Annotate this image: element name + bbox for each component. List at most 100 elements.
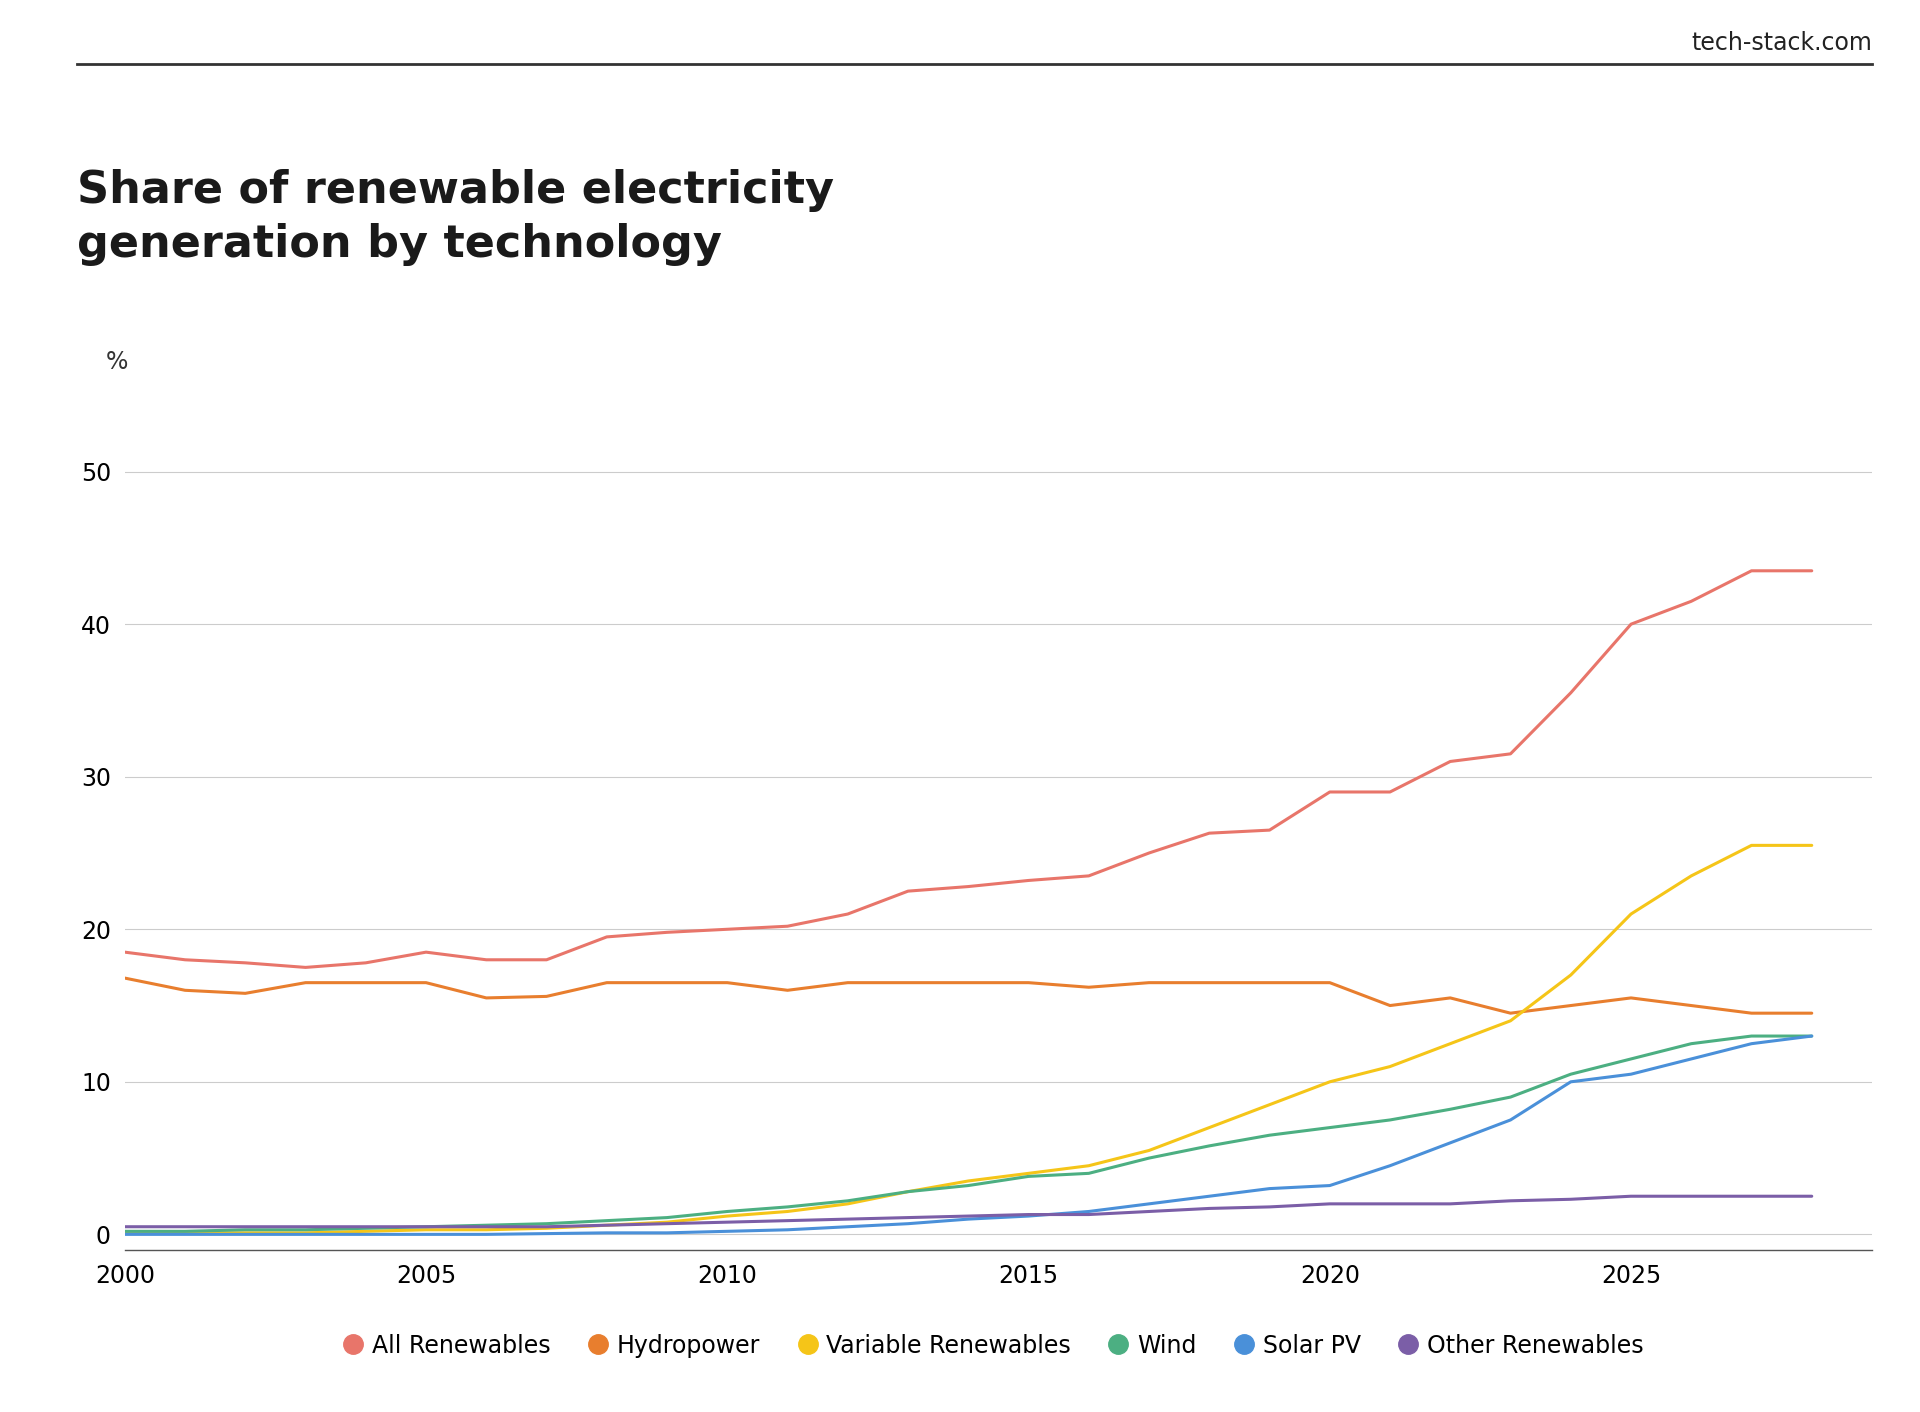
Variable Renewables [1619, 905, 1642, 922]
Other Renewables [474, 1219, 497, 1236]
Solar PV [1500, 1111, 1523, 1128]
Wind [234, 1221, 257, 1238]
Other Renewables [355, 1219, 378, 1236]
All Renewables [897, 882, 920, 899]
All Renewables [1801, 562, 1824, 579]
Solar PV [1018, 1207, 1041, 1224]
All Renewables [956, 878, 979, 895]
Wind [1137, 1149, 1160, 1166]
Other Renewables [1619, 1187, 1642, 1204]
Hydropower [173, 981, 196, 998]
Other Renewables [776, 1211, 799, 1228]
Text: tech-stack.com: tech-stack.com [1692, 31, 1872, 55]
Variable Renewables [1559, 967, 1582, 984]
Variable Renewables [1801, 837, 1824, 854]
Solar PV [113, 1226, 136, 1243]
Solar PV [1740, 1035, 1763, 1052]
All Renewables [474, 952, 497, 969]
Wind [1680, 1035, 1703, 1052]
Variable Renewables [1500, 1012, 1523, 1029]
Other Renewables [1801, 1187, 1824, 1204]
Solar PV [1619, 1066, 1642, 1083]
All Renewables [1258, 822, 1281, 839]
Hydropower [1500, 1005, 1523, 1022]
Other Renewables [1018, 1206, 1041, 1223]
Other Renewables [837, 1210, 860, 1227]
Hydropower [956, 974, 979, 991]
Variable Renewables [536, 1220, 559, 1237]
Wind [1801, 1028, 1824, 1045]
Other Renewables [595, 1217, 618, 1234]
Solar PV [294, 1226, 317, 1243]
Wind [1018, 1168, 1041, 1185]
Solar PV [716, 1223, 739, 1240]
Other Renewables [113, 1219, 136, 1236]
Wind [897, 1183, 920, 1200]
All Renewables [1438, 753, 1461, 770]
All Renewables [415, 943, 438, 960]
Variable Renewables [595, 1217, 618, 1234]
All Renewables [776, 918, 799, 935]
Other Renewables [1319, 1196, 1342, 1213]
All Renewables [234, 955, 257, 971]
Solar PV [595, 1224, 618, 1241]
All Renewables [837, 905, 860, 922]
Other Renewables [1438, 1196, 1461, 1213]
Solar PV [897, 1216, 920, 1233]
Variable Renewables [1077, 1158, 1100, 1175]
All Renewables [355, 955, 378, 971]
Other Renewables [415, 1219, 438, 1236]
Wind [956, 1178, 979, 1195]
Solar PV [173, 1226, 196, 1243]
All Renewables [1319, 784, 1342, 801]
Solar PV [536, 1226, 559, 1243]
All Renewables [173, 952, 196, 969]
Wind [294, 1221, 317, 1238]
Solar PV [655, 1224, 678, 1241]
Solar PV [1559, 1073, 1582, 1090]
Variable Renewables [113, 1224, 136, 1241]
All Renewables [1500, 746, 1523, 762]
Wind [474, 1217, 497, 1234]
Hydropower [536, 988, 559, 1005]
Hydropower [474, 990, 497, 1007]
Hydropower [716, 974, 739, 991]
Solar PV [1680, 1051, 1703, 1067]
All Renewables [1680, 593, 1703, 610]
Other Renewables [1500, 1192, 1523, 1209]
Variable Renewables [234, 1224, 257, 1241]
Solar PV [1379, 1158, 1402, 1175]
Wind [355, 1220, 378, 1237]
Hydropower [1198, 974, 1221, 991]
Other Renewables [1559, 1190, 1582, 1207]
Solar PV [1258, 1180, 1281, 1197]
Hydropower [1740, 1005, 1763, 1022]
All Renewables [113, 943, 136, 960]
Line: Solar PV: Solar PV [125, 1036, 1812, 1234]
All Renewables [294, 959, 317, 976]
Wind [1379, 1111, 1402, 1128]
Wind [113, 1223, 136, 1240]
Solar PV [1198, 1187, 1221, 1204]
Legend: All Renewables, Hydropower, Variable Renewables, Wind, Solar PV, Other Renewable: All Renewables, Hydropower, Variable Ren… [353, 1334, 1644, 1358]
Solar PV [1077, 1203, 1100, 1220]
Other Renewables [173, 1219, 196, 1236]
Variable Renewables [294, 1224, 317, 1241]
Hydropower [1077, 979, 1100, 995]
Solar PV [1801, 1028, 1824, 1045]
Variable Renewables [716, 1207, 739, 1224]
Solar PV [956, 1210, 979, 1227]
Other Renewables [1379, 1196, 1402, 1213]
Hydropower [1438, 990, 1461, 1007]
Other Renewables [294, 1219, 317, 1236]
Solar PV [355, 1226, 378, 1243]
All Renewables [1619, 616, 1642, 633]
Variable Renewables [1438, 1035, 1461, 1052]
Variable Renewables [474, 1221, 497, 1238]
Text: Share of renewable electricity
generation by technology: Share of renewable electricity generatio… [77, 169, 833, 265]
All Renewables [1740, 562, 1763, 579]
Variable Renewables [1198, 1120, 1221, 1137]
Variable Renewables [1018, 1165, 1041, 1182]
Hydropower [355, 974, 378, 991]
All Renewables [716, 921, 739, 938]
